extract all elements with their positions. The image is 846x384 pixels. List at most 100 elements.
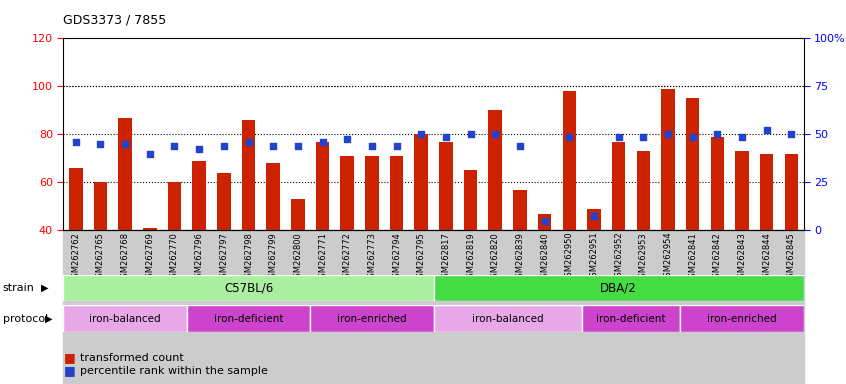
Bar <box>686 98 700 326</box>
Bar <box>729 230 755 384</box>
Bar <box>88 230 113 384</box>
Bar <box>310 305 433 332</box>
Point <box>464 131 477 137</box>
Bar <box>63 275 433 301</box>
Bar <box>63 230 88 384</box>
Bar <box>168 182 181 326</box>
Bar <box>137 230 162 384</box>
Bar <box>439 142 453 326</box>
Bar <box>162 230 187 384</box>
Point <box>94 141 107 147</box>
Bar <box>532 230 557 384</box>
Bar <box>612 142 625 326</box>
Bar <box>365 156 379 326</box>
Text: DBA/2: DBA/2 <box>601 281 637 295</box>
Point <box>760 126 773 132</box>
Text: protocol: protocol <box>3 314 47 324</box>
Point <box>415 131 428 137</box>
Point <box>735 134 749 140</box>
Point <box>488 131 502 137</box>
Point <box>242 139 255 145</box>
Bar <box>340 156 354 326</box>
Bar <box>680 230 705 384</box>
Bar <box>360 230 384 384</box>
Bar <box>291 199 305 326</box>
Text: strain: strain <box>3 283 35 293</box>
Bar <box>581 230 607 384</box>
Bar <box>755 230 779 384</box>
Bar <box>143 228 157 326</box>
Text: ▶: ▶ <box>41 283 48 293</box>
Bar <box>433 305 581 332</box>
Text: iron-deficient: iron-deficient <box>596 314 666 324</box>
Bar <box>94 182 107 326</box>
Text: transformed count: transformed count <box>80 353 184 363</box>
Bar <box>587 209 601 326</box>
Bar <box>192 161 206 326</box>
Bar <box>662 89 675 326</box>
Bar <box>261 230 285 384</box>
Point <box>636 134 650 140</box>
Point <box>291 143 305 149</box>
Text: ■: ■ <box>63 364 75 377</box>
Point <box>192 146 206 152</box>
Point <box>662 131 675 137</box>
Point <box>686 134 700 140</box>
Point <box>316 139 329 145</box>
Text: iron-balanced: iron-balanced <box>472 314 543 324</box>
Bar <box>563 91 576 326</box>
Bar <box>433 230 459 384</box>
Text: GDS3373 / 7855: GDS3373 / 7855 <box>63 13 167 26</box>
Bar <box>285 230 310 384</box>
Text: iron-enriched: iron-enriched <box>337 314 407 324</box>
Bar <box>459 230 483 384</box>
Bar <box>310 230 335 384</box>
Bar <box>514 190 527 326</box>
Point <box>118 141 132 147</box>
Bar <box>390 156 404 326</box>
Bar <box>316 142 329 326</box>
Text: iron-deficient: iron-deficient <box>214 314 283 324</box>
Bar <box>63 305 187 332</box>
Bar <box>607 230 631 384</box>
Bar <box>711 137 724 326</box>
Point <box>538 218 552 224</box>
Bar <box>409 230 433 384</box>
Bar <box>236 230 261 384</box>
Bar <box>784 154 798 326</box>
Point <box>365 143 379 149</box>
Bar <box>187 230 212 384</box>
Bar <box>779 230 804 384</box>
Bar <box>384 230 409 384</box>
Bar <box>69 168 83 326</box>
Bar <box>760 154 773 326</box>
Bar <box>680 305 804 332</box>
Point <box>143 151 157 157</box>
Point <box>266 143 280 149</box>
Bar <box>557 230 581 384</box>
Bar <box>488 111 502 326</box>
Bar <box>538 214 552 326</box>
Text: ▶: ▶ <box>45 314 52 324</box>
Bar <box>187 305 310 332</box>
Bar <box>735 151 749 326</box>
Point <box>612 134 625 140</box>
Point <box>439 134 453 140</box>
Bar <box>582 305 680 332</box>
Bar <box>483 230 508 384</box>
Bar <box>335 230 360 384</box>
Bar <box>705 230 729 384</box>
Point <box>563 134 576 140</box>
Point <box>784 131 798 137</box>
Bar <box>631 230 656 384</box>
Bar <box>415 134 428 326</box>
Point <box>217 143 231 149</box>
Text: iron-enriched: iron-enriched <box>707 314 777 324</box>
Bar <box>636 151 650 326</box>
Bar <box>266 163 280 326</box>
Bar <box>508 230 532 384</box>
Text: iron-balanced: iron-balanced <box>90 314 161 324</box>
Bar <box>212 230 236 384</box>
Bar <box>656 230 680 384</box>
Bar <box>113 230 137 384</box>
